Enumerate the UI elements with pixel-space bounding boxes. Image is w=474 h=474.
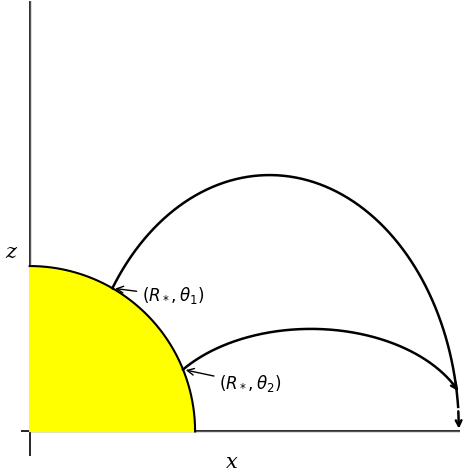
- Text: $(R_*, \theta_1)$: $(R_*, \theta_1)$: [117, 285, 205, 306]
- Text: z: z: [5, 243, 17, 262]
- Polygon shape: [30, 266, 195, 431]
- Text: x: x: [226, 453, 237, 472]
- Text: $(R_*, \theta_2)$: $(R_*, \theta_2)$: [187, 368, 282, 394]
